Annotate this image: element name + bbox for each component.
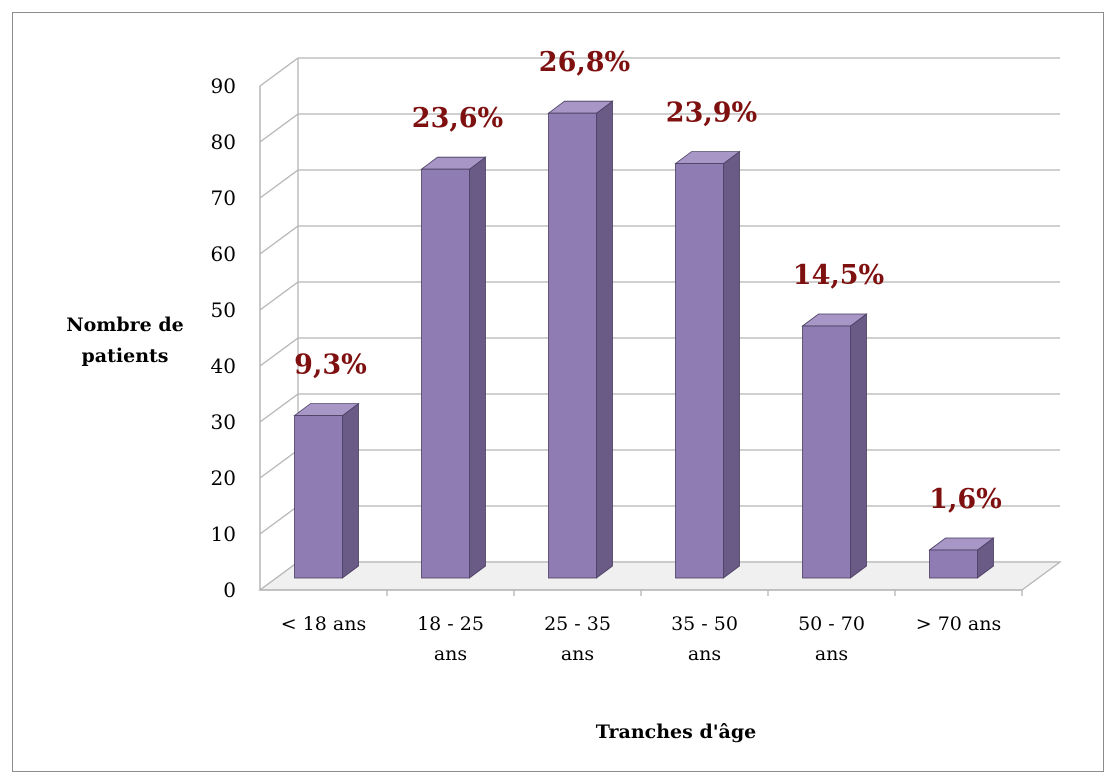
data-labels: 9,3% 23,6% 26,8% 23,9% 14,5% 1,6% <box>294 47 1002 515</box>
gridline-side <box>259 449 299 479</box>
y-tick-label: 50 <box>211 298 236 322</box>
bar-front <box>802 325 851 579</box>
gridline-side <box>259 169 299 199</box>
bar-front <box>675 163 724 579</box>
gridline-side <box>259 225 299 255</box>
bar-front <box>294 415 343 579</box>
x-tick-label: 25 - 35 <box>544 613 611 635</box>
bar <box>928 537 995 579</box>
bar <box>420 156 487 579</box>
y-tick-label: 90 <box>211 74 236 98</box>
gridline-side <box>259 393 299 423</box>
y-tick-label: 40 <box>211 354 236 378</box>
data-label: 9,3% <box>294 350 367 381</box>
bar-side <box>342 402 359 579</box>
y-axis-ticks: 0 10 20 30 40 50 60 70 80 90 <box>211 74 236 602</box>
y-tick-label: 80 <box>211 130 236 154</box>
x-tick-label: 35 - 50 <box>671 613 738 635</box>
x-tick-label: ans <box>434 643 467 665</box>
bar-front <box>421 168 470 579</box>
bar-side <box>723 150 740 579</box>
y-tick-label: 20 <box>211 466 236 490</box>
bar <box>801 313 868 579</box>
bar <box>293 402 360 579</box>
x-tick-label: 18 - 25 <box>417 613 484 635</box>
bar-side <box>850 313 867 579</box>
x-axis-ticks: < 18 ans 18 - 25 ans 25 - 35 ans 35 - 50 ans 50… <box>281 590 1023 665</box>
gridline-side <box>259 57 299 87</box>
data-label: 23,6% <box>412 103 503 134</box>
bar-front <box>548 112 597 579</box>
x-tick-label: ans <box>688 643 721 665</box>
x-tick-label: ans <box>815 643 848 665</box>
x-tick-label: 50 - 70 <box>798 613 865 635</box>
gridline-side <box>259 281 299 311</box>
bar-side <box>596 100 613 579</box>
y-tick-label: 10 <box>211 522 236 546</box>
bar-front <box>929 549 978 579</box>
gridline-side <box>259 337 299 367</box>
data-label: 23,9% <box>666 98 757 129</box>
y-axis-title-line-2: patients <box>82 345 169 367</box>
y-tick-label: 30 <box>211 410 236 434</box>
y-tick-label: 0 <box>223 578 236 602</box>
x-tick-label: < 18 ans <box>281 613 367 635</box>
bar <box>547 100 614 579</box>
y-tick-label: 70 <box>211 186 236 210</box>
y-tick-label: 60 <box>211 242 236 266</box>
y-axis-title-line-1: Nombre de <box>66 314 184 336</box>
data-label: 26,8% <box>539 47 630 78</box>
data-label: 14,5% <box>793 260 884 291</box>
bar <box>674 150 741 579</box>
bars <box>293 100 995 579</box>
x-tick-label: > 70 ans <box>916 613 1002 635</box>
gridline-side <box>259 505 299 535</box>
gridline-side <box>259 113 299 143</box>
x-tick-label: ans <box>561 643 594 665</box>
x-axis-title: Tranches d'âge <box>596 721 756 743</box>
bar-chart: 0 10 20 30 40 50 60 70 80 90 9,3% 23,6% 26,8% 23,9% 1… <box>66 47 1062 743</box>
data-label: 1,6% <box>929 484 1002 515</box>
bar-side <box>469 156 486 579</box>
